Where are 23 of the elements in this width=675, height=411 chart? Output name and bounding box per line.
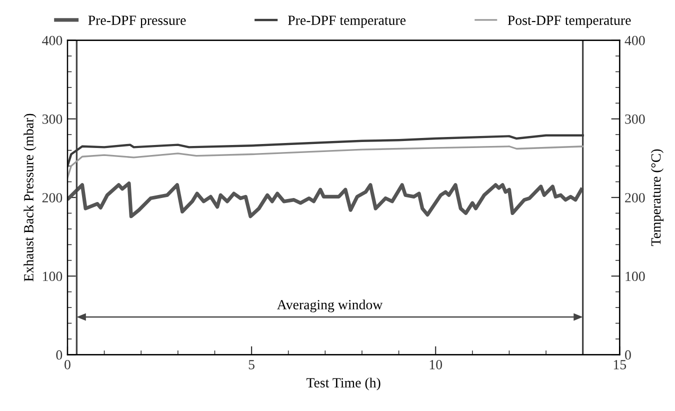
y2-tick-label: 400 [624, 36, 645, 46]
x-axis-title: Test Time (h) [306, 378, 380, 390]
y2-tick-label: 100 [626, 272, 645, 282]
y-axis-title: Exhaust Back Pressure (mbar) [24, 114, 36, 282]
legend-label: Pre-DPF temperature [288, 16, 406, 28]
line-series [68, 146, 584, 179]
y-tick-label: 0 [56, 350, 62, 360]
y2-axis-title: Temperature (°C) [650, 149, 664, 246]
line-series [68, 182, 584, 218]
y2-tick-label: 0 [625, 350, 631, 360]
y-tick-label: 100 [43, 272, 62, 282]
x-tick-label: 5 [248, 360, 254, 370]
y2-tick-label: 200 [625, 193, 645, 202]
x-tick-label: 15 [614, 360, 626, 370]
x-tick-label: 0 [64, 360, 70, 370]
legend-label: Pre-DPF pressure [88, 16, 186, 28]
legend-label: Post-DPF temperature [508, 16, 631, 28]
annotation: Averaging window [276, 300, 383, 312]
x-tick-label: 10 [430, 360, 442, 370]
y-tick-label: 200 [42, 193, 62, 202]
y2-tick-label: 300 [625, 114, 645, 124]
y-tick-label: 300 [42, 114, 62, 124]
y-tick-label: 400 [42, 36, 62, 46]
